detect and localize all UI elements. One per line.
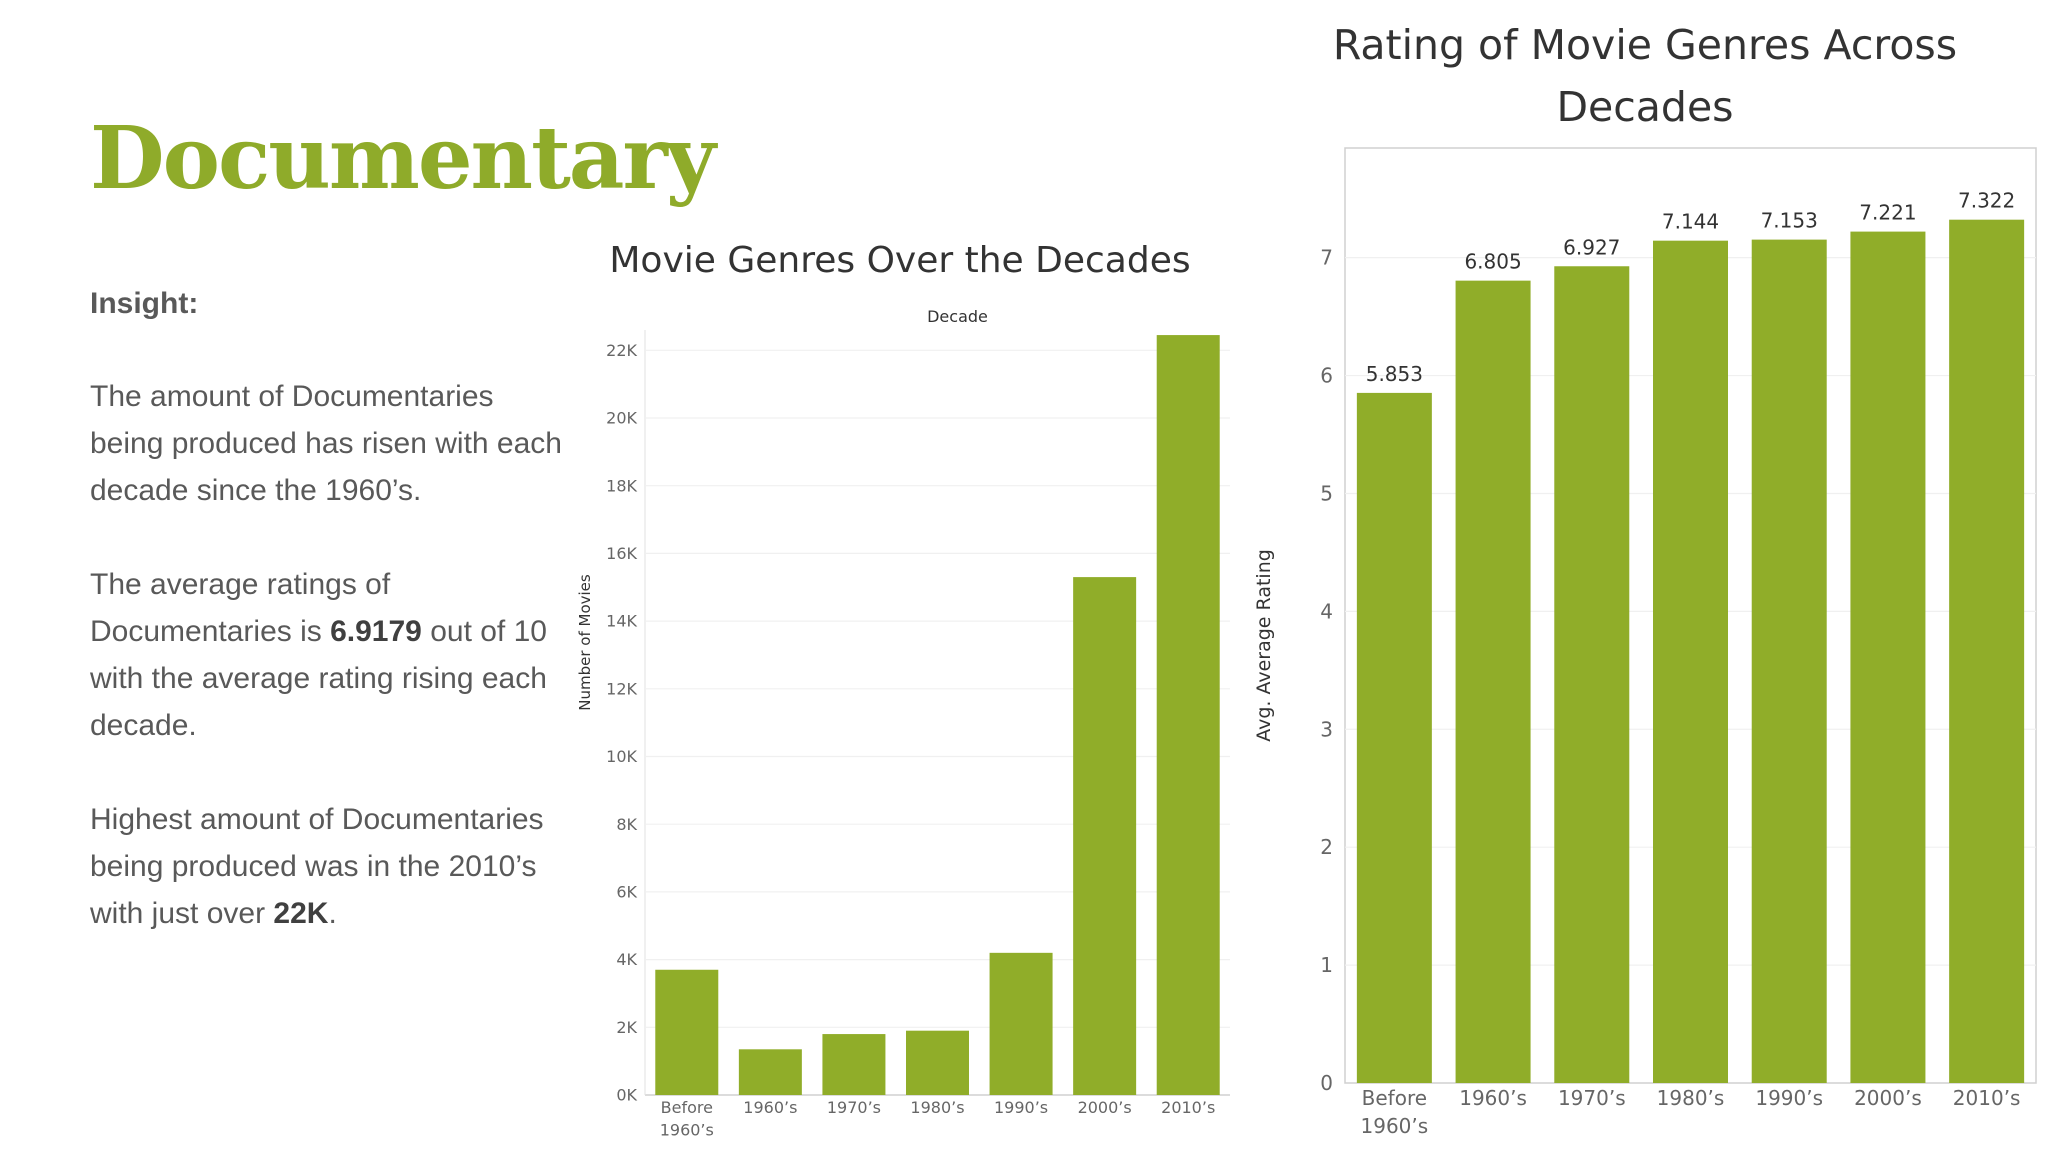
chart2-data-label: 7.153 (1761, 209, 1818, 233)
chart1-bar (1073, 577, 1137, 1095)
page-title: Documentary (90, 108, 716, 209)
chart1-ytick-label: 6K (616, 883, 637, 902)
chart2-yaxis-title: Avg. Average Rating (1253, 549, 1275, 742)
chart1-ytick-label: 0K (616, 1086, 637, 1105)
chart2-data-label: 7.144 (1662, 210, 1719, 234)
chart1-category-label: Before (661, 1098, 713, 1117)
chart1-ytick-label: 14K (606, 612, 637, 631)
chart2-ytick-label: 0 (1320, 1071, 1333, 1095)
chart2-ytick-label: 3 (1320, 717, 1333, 741)
average-rating-value: 6.9179 (330, 615, 422, 648)
insight-heading: Insight: (90, 287, 199, 320)
chart1-category-label: 1970’s (827, 1098, 881, 1117)
chart1-ytick-label: 12K (606, 679, 637, 698)
peak-count-value: 22K (273, 897, 329, 930)
chart1-title: Movie Genres Over the Decades (609, 240, 1191, 281)
chart2-ytick-label: 6 (1320, 364, 1333, 388)
chart1-category-label: 1990’s (994, 1098, 1048, 1117)
chart2-bar (1949, 219, 2025, 1084)
chart2-data-label: 7.221 (1859, 201, 1916, 225)
chart2-bar (1455, 280, 1531, 1083)
chart2-data-label: 7.322 (1958, 189, 2015, 213)
chart1-bar (989, 952, 1053, 1095)
chart2-ytick-label: 7 (1320, 246, 1333, 270)
chart2-bar (1554, 266, 1630, 1084)
chart2-bar (1653, 240, 1728, 1083)
chart1-ytick-label: 10K (606, 747, 637, 766)
chart2-data-label: 6.927 (1563, 235, 1620, 259)
chart2-bar (1356, 392, 1432, 1083)
chart1-category-label: 1960’s (660, 1120, 714, 1139)
chart2-title: Rating of Movie Genres Across Decades (1332, 21, 1958, 131)
chart1-yaxis-title: Number of Movies (576, 574, 594, 711)
chart2-ytick-label: 1 (1320, 953, 1333, 977)
chart1-bar (1156, 335, 1220, 1096)
chart2-category-label: 2010’s (1953, 1086, 2021, 1110)
insight-panel: Insight: The amount of Documentaries bei… (90, 280, 570, 984)
chart2-bar (1751, 239, 1827, 1083)
chart2-ytick-label: 4 (1320, 599, 1333, 623)
chart2-data-label: 5.853 (1366, 362, 1423, 386)
chart1-bar (822, 1034, 886, 1095)
insight-paragraph-1: The amount of Documentaries being produc… (90, 380, 562, 507)
chart1-category-label: 1960’s (743, 1098, 797, 1117)
chart1-ytick-label: 8K (616, 815, 637, 834)
chart2-category-label: 1970’s (1558, 1086, 1626, 1110)
chart2-category-label: 2000’s (1854, 1086, 1922, 1110)
chart2-category-label: 1960’s (1459, 1086, 1527, 1110)
chart2-category-label: 1980’s (1657, 1086, 1725, 1110)
chart1-ytick-label: 22K (606, 341, 637, 360)
insight-paragraph-3: Highest amount of Documentaries being pr… (90, 803, 544, 930)
chart1-category-label: 2010’s (1161, 1098, 1215, 1117)
chart1-bar (738, 1049, 802, 1095)
chart1-ytick-label: 18K (606, 476, 637, 495)
chart2-data-label: 6.805 (1464, 250, 1521, 274)
chart2-category-label: 1960’s (1361, 1114, 1429, 1138)
chart1-ytick-label: 2K (616, 1018, 637, 1037)
chart2-bar (1850, 231, 1926, 1084)
chart1-bar (655, 969, 719, 1095)
chart2-category-label: Before (1362, 1086, 1427, 1110)
chart2-category-label: 1990’s (1755, 1086, 1823, 1110)
chart1-xaxis-title: Decade (927, 307, 988, 326)
chart1-category-label: 1980’s (910, 1098, 964, 1117)
chart1-ytick-label: 16K (606, 544, 637, 563)
insight-paragraph-2: The average ratings of Documentaries is … (90, 568, 547, 742)
chart2-ytick-label: 2 (1320, 835, 1333, 859)
chart1-ytick-label: 4K (616, 950, 637, 969)
chart2-ytick-label: 5 (1320, 481, 1333, 505)
chart1-bar (906, 1030, 969, 1095)
chart1-ytick-label: 20K (606, 409, 637, 428)
chart1-category-label: 2000’s (1078, 1098, 1132, 1117)
